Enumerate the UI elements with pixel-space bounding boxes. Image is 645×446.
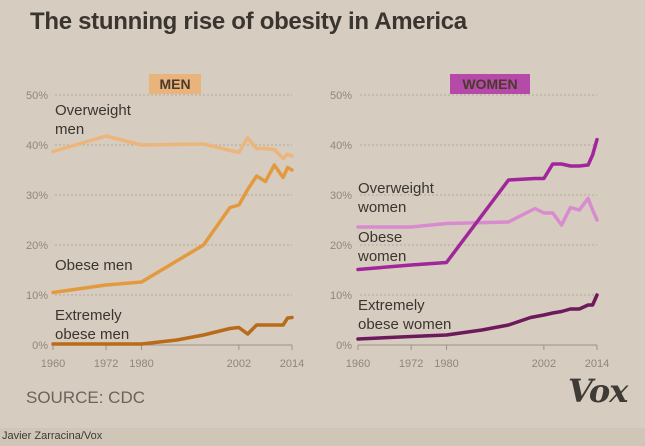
women-x-tick-label: 1960 bbox=[346, 358, 370, 370]
label-line: Overweight bbox=[358, 180, 435, 197]
women-x-tick-label: 2014 bbox=[585, 358, 609, 370]
women-y-tick-label: 30% bbox=[330, 190, 352, 202]
women-y-tick-label: 40% bbox=[330, 140, 352, 152]
women-y-tick-label: 50% bbox=[330, 90, 352, 102]
label-line: obese men bbox=[55, 326, 129, 343]
men-panel-title: MEN bbox=[159, 76, 190, 92]
line-overweight-men bbox=[51, 134, 294, 161]
men-y-tick-label: 20% bbox=[26, 240, 48, 252]
women-title-badge bbox=[450, 74, 530, 94]
men-x-tick-label: 1972 bbox=[94, 358, 118, 370]
photo-credit: Javier Zarracina/Vox bbox=[2, 430, 103, 442]
label-line: Extremely bbox=[55, 307, 122, 324]
men-y-tick-label: 10% bbox=[26, 290, 48, 302]
label-line: men bbox=[55, 121, 84, 138]
charts-area: MEN 0% 10% 20% 30% 40% 50% 1960 1972 1980 2002 2014… bbox=[26, 74, 609, 370]
label-line: Overweight bbox=[55, 102, 132, 119]
label-line: Obese bbox=[358, 229, 402, 246]
men-chart: MEN 0% 10% 20% 30% 40% 50% 1960 1972 1980 2002 2014… bbox=[26, 74, 304, 370]
women-x-tick-label: 2002 bbox=[532, 358, 556, 370]
line-extremely-obese-women bbox=[356, 293, 599, 341]
label-obese-women: Obese women bbox=[357, 229, 406, 265]
label-extremely-obese-men: Extremely obese men bbox=[55, 307, 129, 343]
label-overweight-women: Overweight women bbox=[357, 180, 435, 216]
men-y-tick-label: 50% bbox=[26, 90, 48, 102]
label-obese-men: Obese men bbox=[55, 257, 133, 274]
men-x-tick-label: 2014 bbox=[280, 358, 304, 370]
label-line: Obese men bbox=[55, 257, 133, 274]
men-x-tick-label: 2002 bbox=[227, 358, 251, 370]
men-y-tick-label: 40% bbox=[26, 140, 48, 152]
label-line: women bbox=[357, 199, 406, 216]
label-line: women bbox=[357, 248, 406, 265]
men-title-badge bbox=[149, 74, 201, 94]
women-chart: WOMEN 0% 10% 20% 30% 40% 50% 1960 1972 1980 2002 20… bbox=[330, 74, 609, 370]
label-extremely-obese-women: Extremely obese women bbox=[358, 297, 451, 333]
men-x-tick-label: 1980 bbox=[129, 358, 153, 370]
graphic-card: The stunning rise of obesity in America … bbox=[25, 8, 629, 410]
women-y-tick-label: 20% bbox=[330, 240, 352, 252]
vox-logo: Vox bbox=[568, 372, 628, 410]
women-y-tick-label: 10% bbox=[330, 290, 352, 302]
men-y-tick-label: 0% bbox=[32, 340, 48, 352]
source-note: SOURCE: CDC bbox=[26, 388, 146, 407]
women-y-tick-label: 0% bbox=[336, 340, 352, 352]
credit-bar bbox=[0, 428, 645, 446]
label-overweight-men: Overweight men bbox=[55, 102, 132, 138]
page-title: The stunning rise of obesity in America bbox=[30, 8, 467, 35]
men-y-tick-label: 30% bbox=[26, 190, 48, 202]
line-extremely-obese-men bbox=[51, 315, 294, 346]
women-x-tick-label: 1980 bbox=[434, 358, 458, 370]
women-panel-title: WOMEN bbox=[462, 76, 517, 92]
women-x-tick-label: 1972 bbox=[399, 358, 423, 370]
men-x-tick-label: 1960 bbox=[41, 358, 65, 370]
label-line: obese women bbox=[358, 316, 451, 333]
label-line: Extremely bbox=[358, 297, 425, 314]
